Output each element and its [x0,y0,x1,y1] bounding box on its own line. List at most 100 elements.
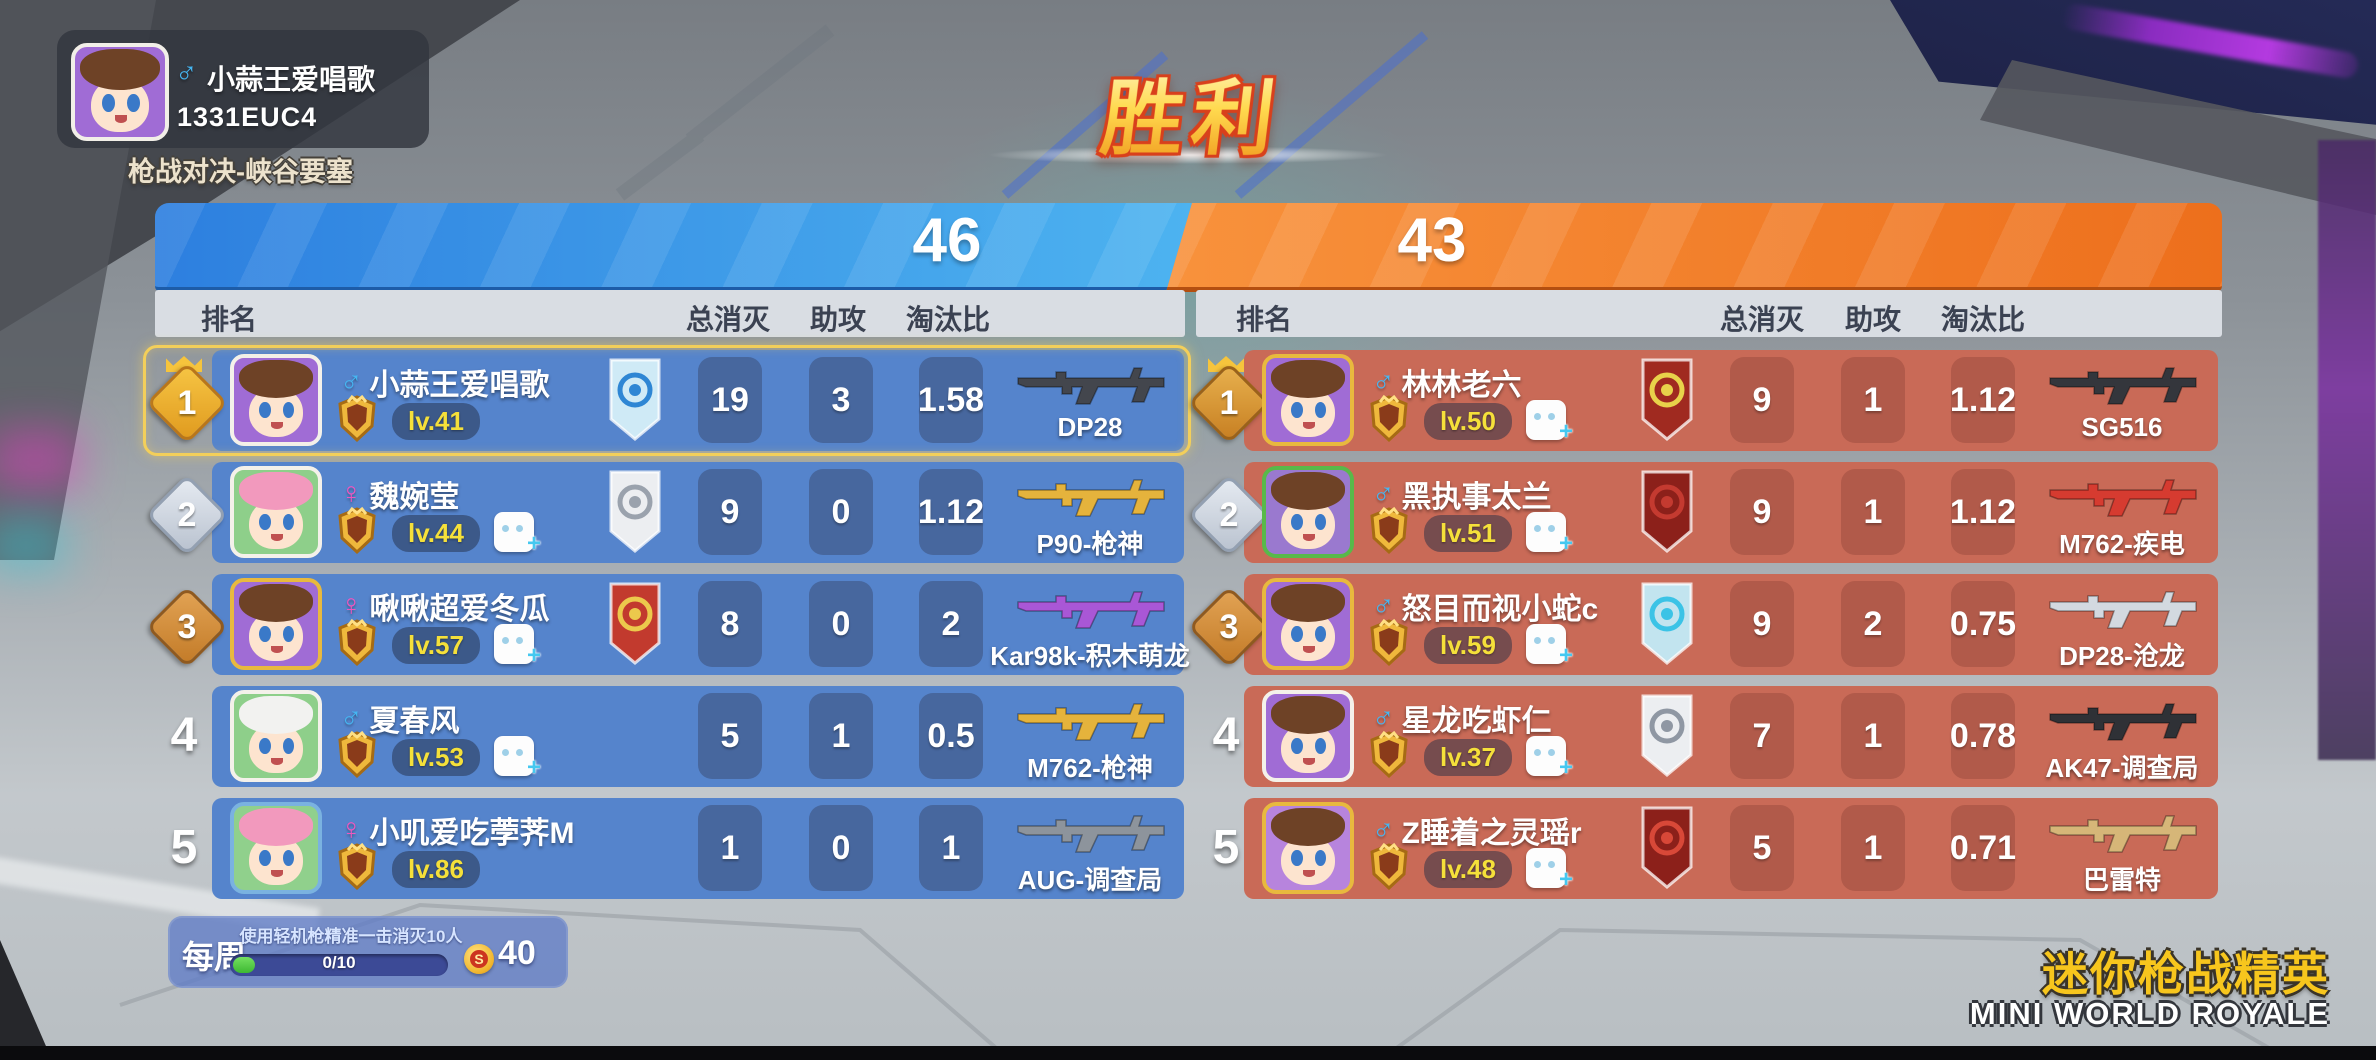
rank-number: 5 [170,821,198,874]
game-logo-cn: 迷你枪战精英 [2042,948,2330,1000]
weapon-icon [1017,591,1165,629]
weapon-icon [1017,367,1165,405]
player-card[interactable]: ♂ 小蒜王爱唱歌 1331EUC4 [57,30,429,148]
game-mode-label: 枪战对决-峡谷要塞 [128,157,353,187]
player-row[interactable]: 5 ♂ Z睡着之灵瑶r lv.48 + [1198,798,2220,899]
kills-value: 5 [1730,805,1794,891]
weekly-quest-widget[interactable]: 每周 使用轻机枪精准一击消灭10人 0/10 S 40 [168,916,568,988]
add-friend-button[interactable]: + [1526,848,1573,893]
avatar[interactable] [1262,690,1354,782]
avatar[interactable] [230,354,322,446]
avatar[interactable] [1262,466,1354,558]
red-team-score: 43 [1397,206,1467,275]
rank-zone: 3 [145,574,229,675]
avatar[interactable] [1262,802,1354,894]
player-row[interactable]: 4 ♂ 夏春风 lv.53 + [148,686,1186,787]
avatar[interactable] [230,578,322,670]
add-friend-button[interactable]: + [494,736,541,781]
weapon-icon [1017,815,1165,853]
col-ratio: 淘汰比 [1940,304,2025,335]
weapon-name: DP28 [1057,412,1123,442]
player-name: 林林老六 [1401,369,1522,402]
player-name: 怒目而视小蛇c [1401,593,1599,626]
avatar[interactable] [230,690,322,782]
gender-icon: ♂ [1372,701,1395,734]
player-name: 星龙吃虾仁 [1401,705,1552,738]
add-friend-button[interactable]: + [1526,624,1573,669]
rank-zone: 5 [1192,798,1262,899]
add-friend-button[interactable]: + [1526,400,1573,445]
kills-value: 9 [698,469,762,555]
gender-icon: ♂ [1372,365,1395,398]
level-badge: lv.41 [392,403,480,440]
player-name: 夏春风 [369,705,460,738]
player-row[interactable]: 2 ♀ 魏婉莹 lv.44 + [145,462,1186,563]
avatar[interactable] [230,802,322,894]
assists-value: 1 [1841,357,1905,443]
rank-number: 5 [1212,821,1240,874]
gender-icon: ♂ [175,56,198,89]
ratio-value: 0.71 [1950,805,2016,891]
add-friend-button[interactable]: + [494,624,541,669]
player-name: 小蒜王爱唱歌 [369,369,550,402]
ratio-value: 1 [919,805,983,891]
assists-value: 0 [809,469,873,555]
level-badge: lv.48 [1424,851,1512,888]
add-friend-button[interactable]: + [1526,736,1573,781]
weapon-name: SG516 [2081,412,2163,442]
player-card-id: 1331EUC4 [177,102,318,132]
avatar[interactable] [230,466,322,558]
team-emblem-icon [1641,582,1693,665]
weapon-icon [2049,703,2197,741]
rank-zone: 4 [150,686,220,787]
bg-purple-column [2318,140,2376,760]
rank-crest-icon [338,842,376,891]
team-emblem-icon [1641,806,1693,889]
assists-value: 1 [1841,805,1905,891]
team-emblem-icon [609,470,661,553]
rank-crest-icon [338,506,376,555]
rank-zone: 2 [145,462,229,563]
player-row[interactable]: 3 ♀ 啾啾超爱冬瓜 lv.57 + [145,574,1190,675]
col-assists: 助攻 [809,304,866,335]
player-row[interactable]: 3 ♂ 怒目而视小蛇c lv.59 + [1187,574,2220,675]
assists-value: 0 [809,581,873,667]
gender-icon: ♂ [340,701,363,734]
kills-value: 7 [1730,693,1794,779]
weapon-icon [2049,591,2197,629]
assists-value: 0 [809,805,873,891]
ratio-value: 1.12 [1950,357,2016,443]
player-row[interactable]: 1 ♂ 林林老六 lv.50 + [1187,350,2220,451]
player-row[interactable]: 2 ♂ 黑执事太兰 lv.51 + [1187,462,2220,563]
ratio-value: 1.58 [918,357,984,443]
player-name: 小叽爱吃荸荠M [369,817,575,850]
player-row[interactable]: 1 ♂ 小蒜王爱唱歌 lv.41 + [143,345,1191,456]
blue-team-score: 46 [912,206,982,275]
assists-value: 1 [809,693,873,779]
rank-crest-icon [338,618,376,667]
rank-crest-icon [1370,618,1408,667]
player-row[interactable]: 4 ♂ 星龙吃虾仁 lv.37 + [1198,686,2220,787]
assists-value: 2 [1841,581,1905,667]
weapon-name: AK47-调查局 [2045,753,2199,783]
gender-icon: ♂ [340,365,363,398]
weapon-name: DP28-沧龙 [2059,641,2185,671]
assists-value: 3 [809,357,873,443]
player-name: 魏婉莹 [369,481,460,514]
quest-progress-text: 0/10 [322,953,356,972]
col-kills: 总消灭 [1719,304,1804,335]
blue-team-banner [155,203,1192,292]
team-emblem-icon [609,358,661,441]
ratio-value: 2 [919,581,983,667]
level-badge: lv.57 [392,627,480,664]
avatar[interactable] [1262,354,1354,446]
avatar[interactable] [1262,578,1354,670]
add-friend-button[interactable]: + [494,512,541,557]
kills-value: 8 [698,581,762,667]
add-friend-button[interactable]: + [1526,512,1573,557]
player-row[interactable]: 5 ♀ 小叽爱吃荸荠M lv.86 + [148,798,1186,899]
weapon-name: P90-枪神 [1036,529,1144,559]
kills-value: 9 [1730,469,1794,555]
rank-zone: 5 [150,798,220,899]
